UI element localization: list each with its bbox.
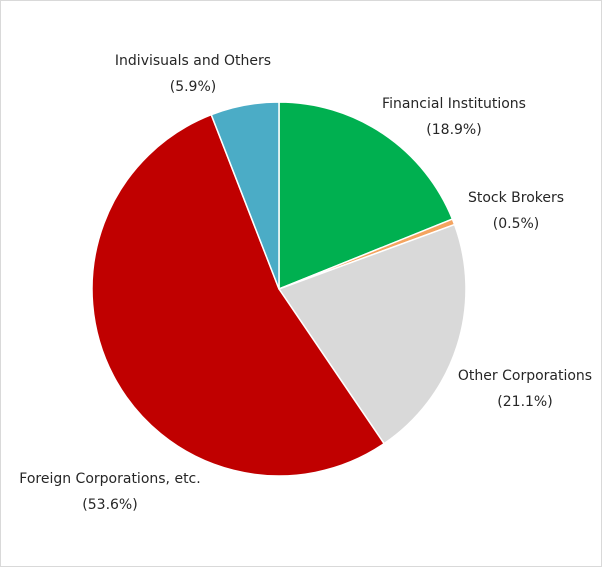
pie-slice-foreign-corporations-etc — [91, 113, 385, 477]
pie-slice-other-corporations — [278, 223, 467, 445]
slice-percent: (21.1%) — [497, 394, 553, 410]
slice-percent: (53.6%) — [82, 497, 138, 513]
pie-slice-financial-institutions — [278, 101, 454, 290]
pie-slice-indivisuals-and-others — [210, 101, 280, 290]
slice-percent: (18.9%) — [426, 122, 482, 138]
slice-percent: (0.5%) — [492, 216, 540, 232]
label-individuals-and-others: Indivisuals and Others (5.9%) — [115, 48, 271, 100]
label-foreign-corporations: Foreign Corporations, etc. (53.6%) — [19, 466, 200, 518]
label-stock-brokers: Stock Brokers (0.5%) — [468, 185, 564, 237]
label-other-corporations: Other Corporations (21.1%) — [458, 363, 592, 415]
slice-name: Other Corporations — [457, 368, 593, 384]
slice-name: Indivisuals and Others — [114, 53, 272, 69]
slice-name: Financial Institutions — [382, 96, 526, 112]
slice-percent: (5.9%) — [169, 79, 217, 95]
label-financial-institutions: Financial Institutions (18.9%) — [382, 91, 526, 143]
slice-name: Stock Brokers — [467, 190, 565, 206]
slice-name: Foreign Corporations, etc. — [19, 471, 201, 487]
